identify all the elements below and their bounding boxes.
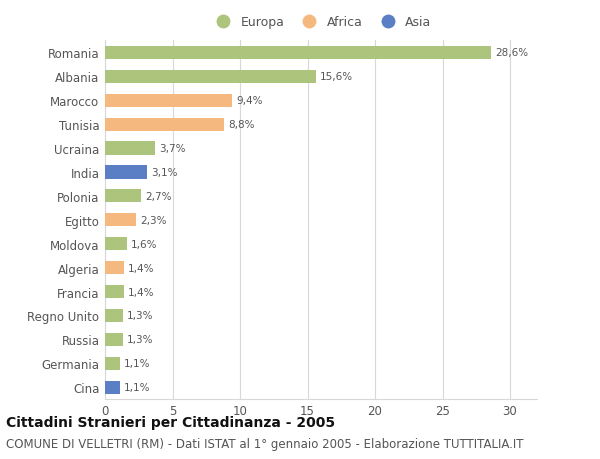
Text: 15,6%: 15,6% <box>320 72 353 82</box>
Bar <box>105 214 136 227</box>
Bar <box>105 71 316 84</box>
Text: 1,6%: 1,6% <box>131 239 157 249</box>
Bar <box>105 262 124 274</box>
Text: 9,4%: 9,4% <box>236 96 262 106</box>
Text: 8,8%: 8,8% <box>228 120 254 130</box>
Text: 1,4%: 1,4% <box>128 287 154 297</box>
Bar <box>105 285 124 298</box>
Bar <box>105 95 232 107</box>
Bar <box>105 118 224 131</box>
Text: 3,7%: 3,7% <box>159 144 185 154</box>
Text: COMUNE DI VELLETRI (RM) - Dati ISTAT al 1° gennaio 2005 - Elaborazione TUTTITALI: COMUNE DI VELLETRI (RM) - Dati ISTAT al … <box>6 437 523 450</box>
Text: Cittadini Stranieri per Cittadinanza - 2005: Cittadini Stranieri per Cittadinanza - 2… <box>6 415 335 429</box>
Bar <box>105 309 122 322</box>
Bar <box>105 166 147 179</box>
Text: 1,3%: 1,3% <box>127 335 153 345</box>
Bar <box>105 357 120 370</box>
Text: 28,6%: 28,6% <box>495 48 528 58</box>
Text: 2,7%: 2,7% <box>146 191 172 202</box>
Text: 1,1%: 1,1% <box>124 358 151 369</box>
Bar <box>105 190 142 203</box>
Text: 1,3%: 1,3% <box>127 311 153 321</box>
Text: 2,3%: 2,3% <box>140 215 167 225</box>
Text: 1,4%: 1,4% <box>128 263 154 273</box>
Bar <box>105 333 122 346</box>
Legend: Europa, Africa, Asia: Europa, Africa, Asia <box>208 13 434 32</box>
Bar <box>105 47 491 60</box>
Bar <box>105 238 127 251</box>
Text: 1,1%: 1,1% <box>124 382 151 392</box>
Text: 3,1%: 3,1% <box>151 168 178 178</box>
Bar <box>105 142 155 155</box>
Bar <box>105 381 120 394</box>
